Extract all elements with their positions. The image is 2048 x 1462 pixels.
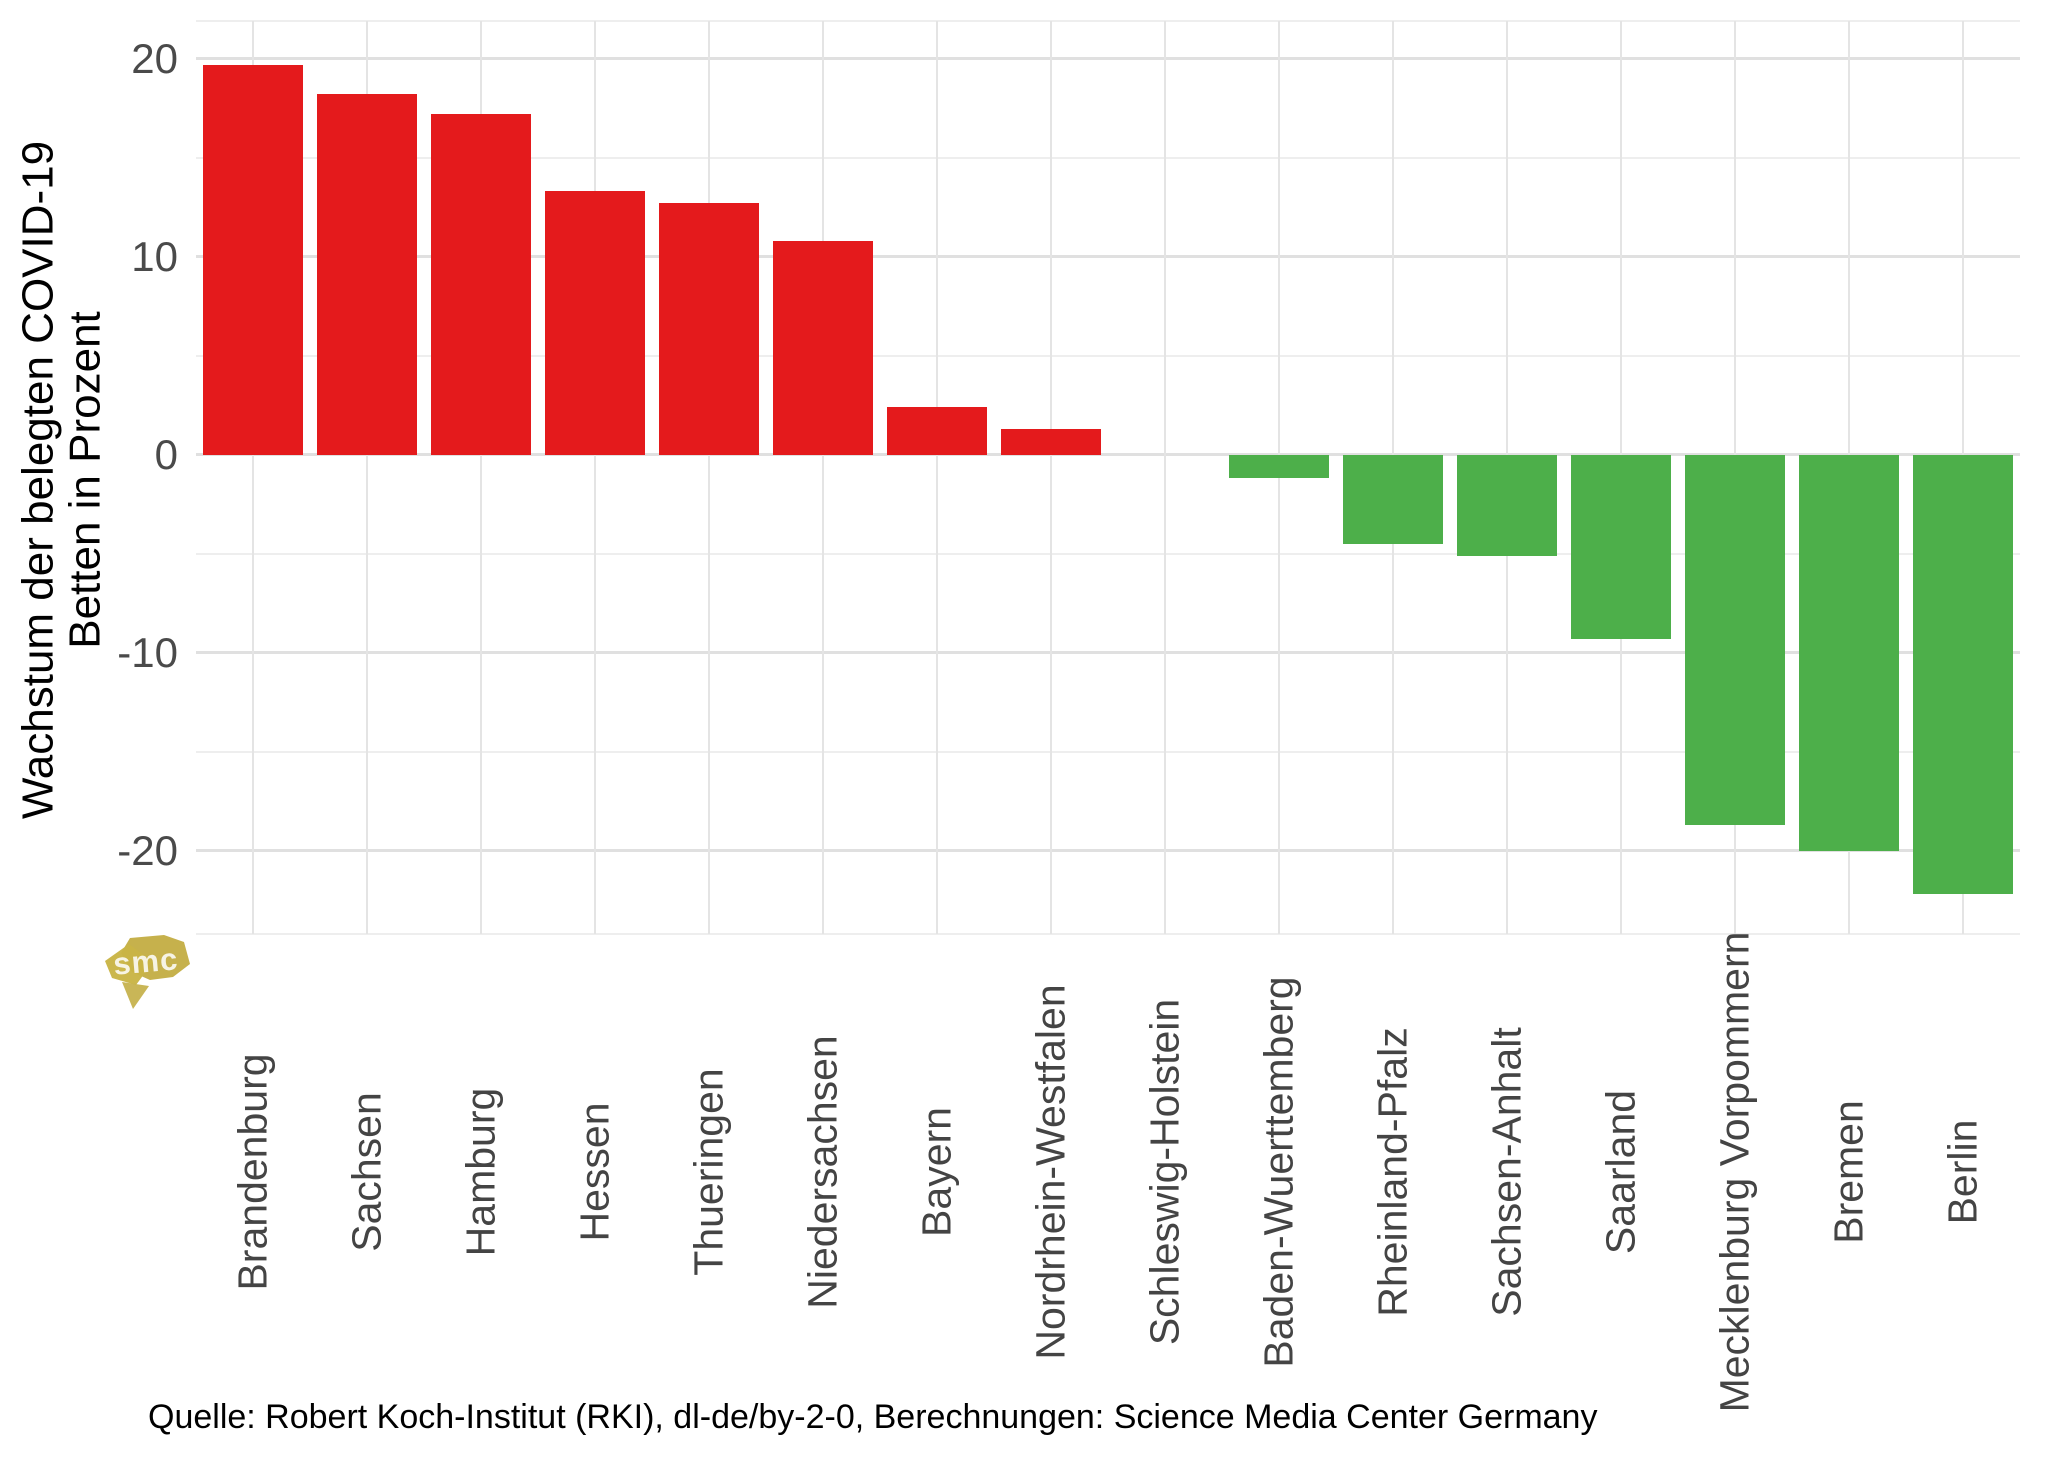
y-tick-label: 10 [131,232,178,280]
x-category-label: Schleswig-Holstein [1141,998,1188,1346]
bar [545,191,645,455]
gridline-x [480,21,482,934]
gridline-x [252,21,254,934]
bar [1457,454,1557,556]
x-category-label: Mecklenburg Vorpommern [1711,931,1758,1413]
gridline-x [366,21,368,934]
bar [1229,454,1329,479]
gridline-x [936,21,938,934]
bar [431,114,531,455]
bar [1913,454,2013,895]
bar [659,203,759,455]
x-category-label: Hessen [571,1102,618,1242]
x-category-label: Sachsen [343,1092,390,1252]
y-tick-label: -20 [117,826,178,874]
gridline-y-minor [196,552,2020,555]
bar [1001,428,1101,455]
gridline-panel-top [196,20,2020,22]
x-category-label: Thueringen [685,1068,732,1276]
x-category-label: Bayern [913,1107,960,1237]
bar [773,240,873,455]
x-category-label: Bremen [1825,1100,1872,1244]
gridline-x [708,21,710,934]
gridline-y-major [196,255,2020,259]
gridline-y-major [196,849,2020,853]
x-category-label: Brandenburg [229,1053,276,1291]
x-category-label: Niedersachsen [799,1035,846,1309]
bar [1571,454,1671,639]
smc-logo-text: smc [112,941,180,982]
smc-logo: smc [105,935,190,1009]
gridline-y-major [196,57,2020,61]
gridline-y-minor [196,750,2020,753]
bar [203,64,303,455]
gridline-y-major [196,651,2020,655]
x-category-label: Baden-Wuerttemberg [1255,976,1302,1368]
bar [887,407,987,455]
gridline-x [822,21,824,934]
x-category-label: Nordrhein-Westfalen [1027,984,1074,1360]
gridline-x [1164,21,1166,934]
bar [317,94,417,455]
bar [1343,454,1443,544]
gridline-y-minor [196,156,2020,159]
gridline-x [594,21,596,934]
bar [1799,454,1899,851]
gridline-y-minor [196,354,2020,357]
y-tick-label: 20 [131,34,178,82]
bar [1685,454,1785,826]
smc-logo-shape-tail [122,982,149,1009]
x-category-label: Sachsen-Anhalt [1483,1027,1530,1317]
y-tick-label: 0 [154,430,178,478]
source-caption: Quelle: Robert Koch-Institut (RKI), dl-d… [148,1398,1598,1436]
smc-logo-shape-left [105,944,153,985]
gridline-panel-bottom [196,933,2020,935]
y-tick-label: -10 [117,628,178,676]
x-category-label: Saarland [1597,1089,1644,1255]
x-category-label: Berlin [1939,1119,1986,1225]
gridline-x [1050,21,1052,934]
gridline-y-major [196,453,2020,457]
x-category-label: Rheinland-Pfalz [1369,1027,1416,1317]
x-category-label: Hamburg [457,1087,504,1257]
